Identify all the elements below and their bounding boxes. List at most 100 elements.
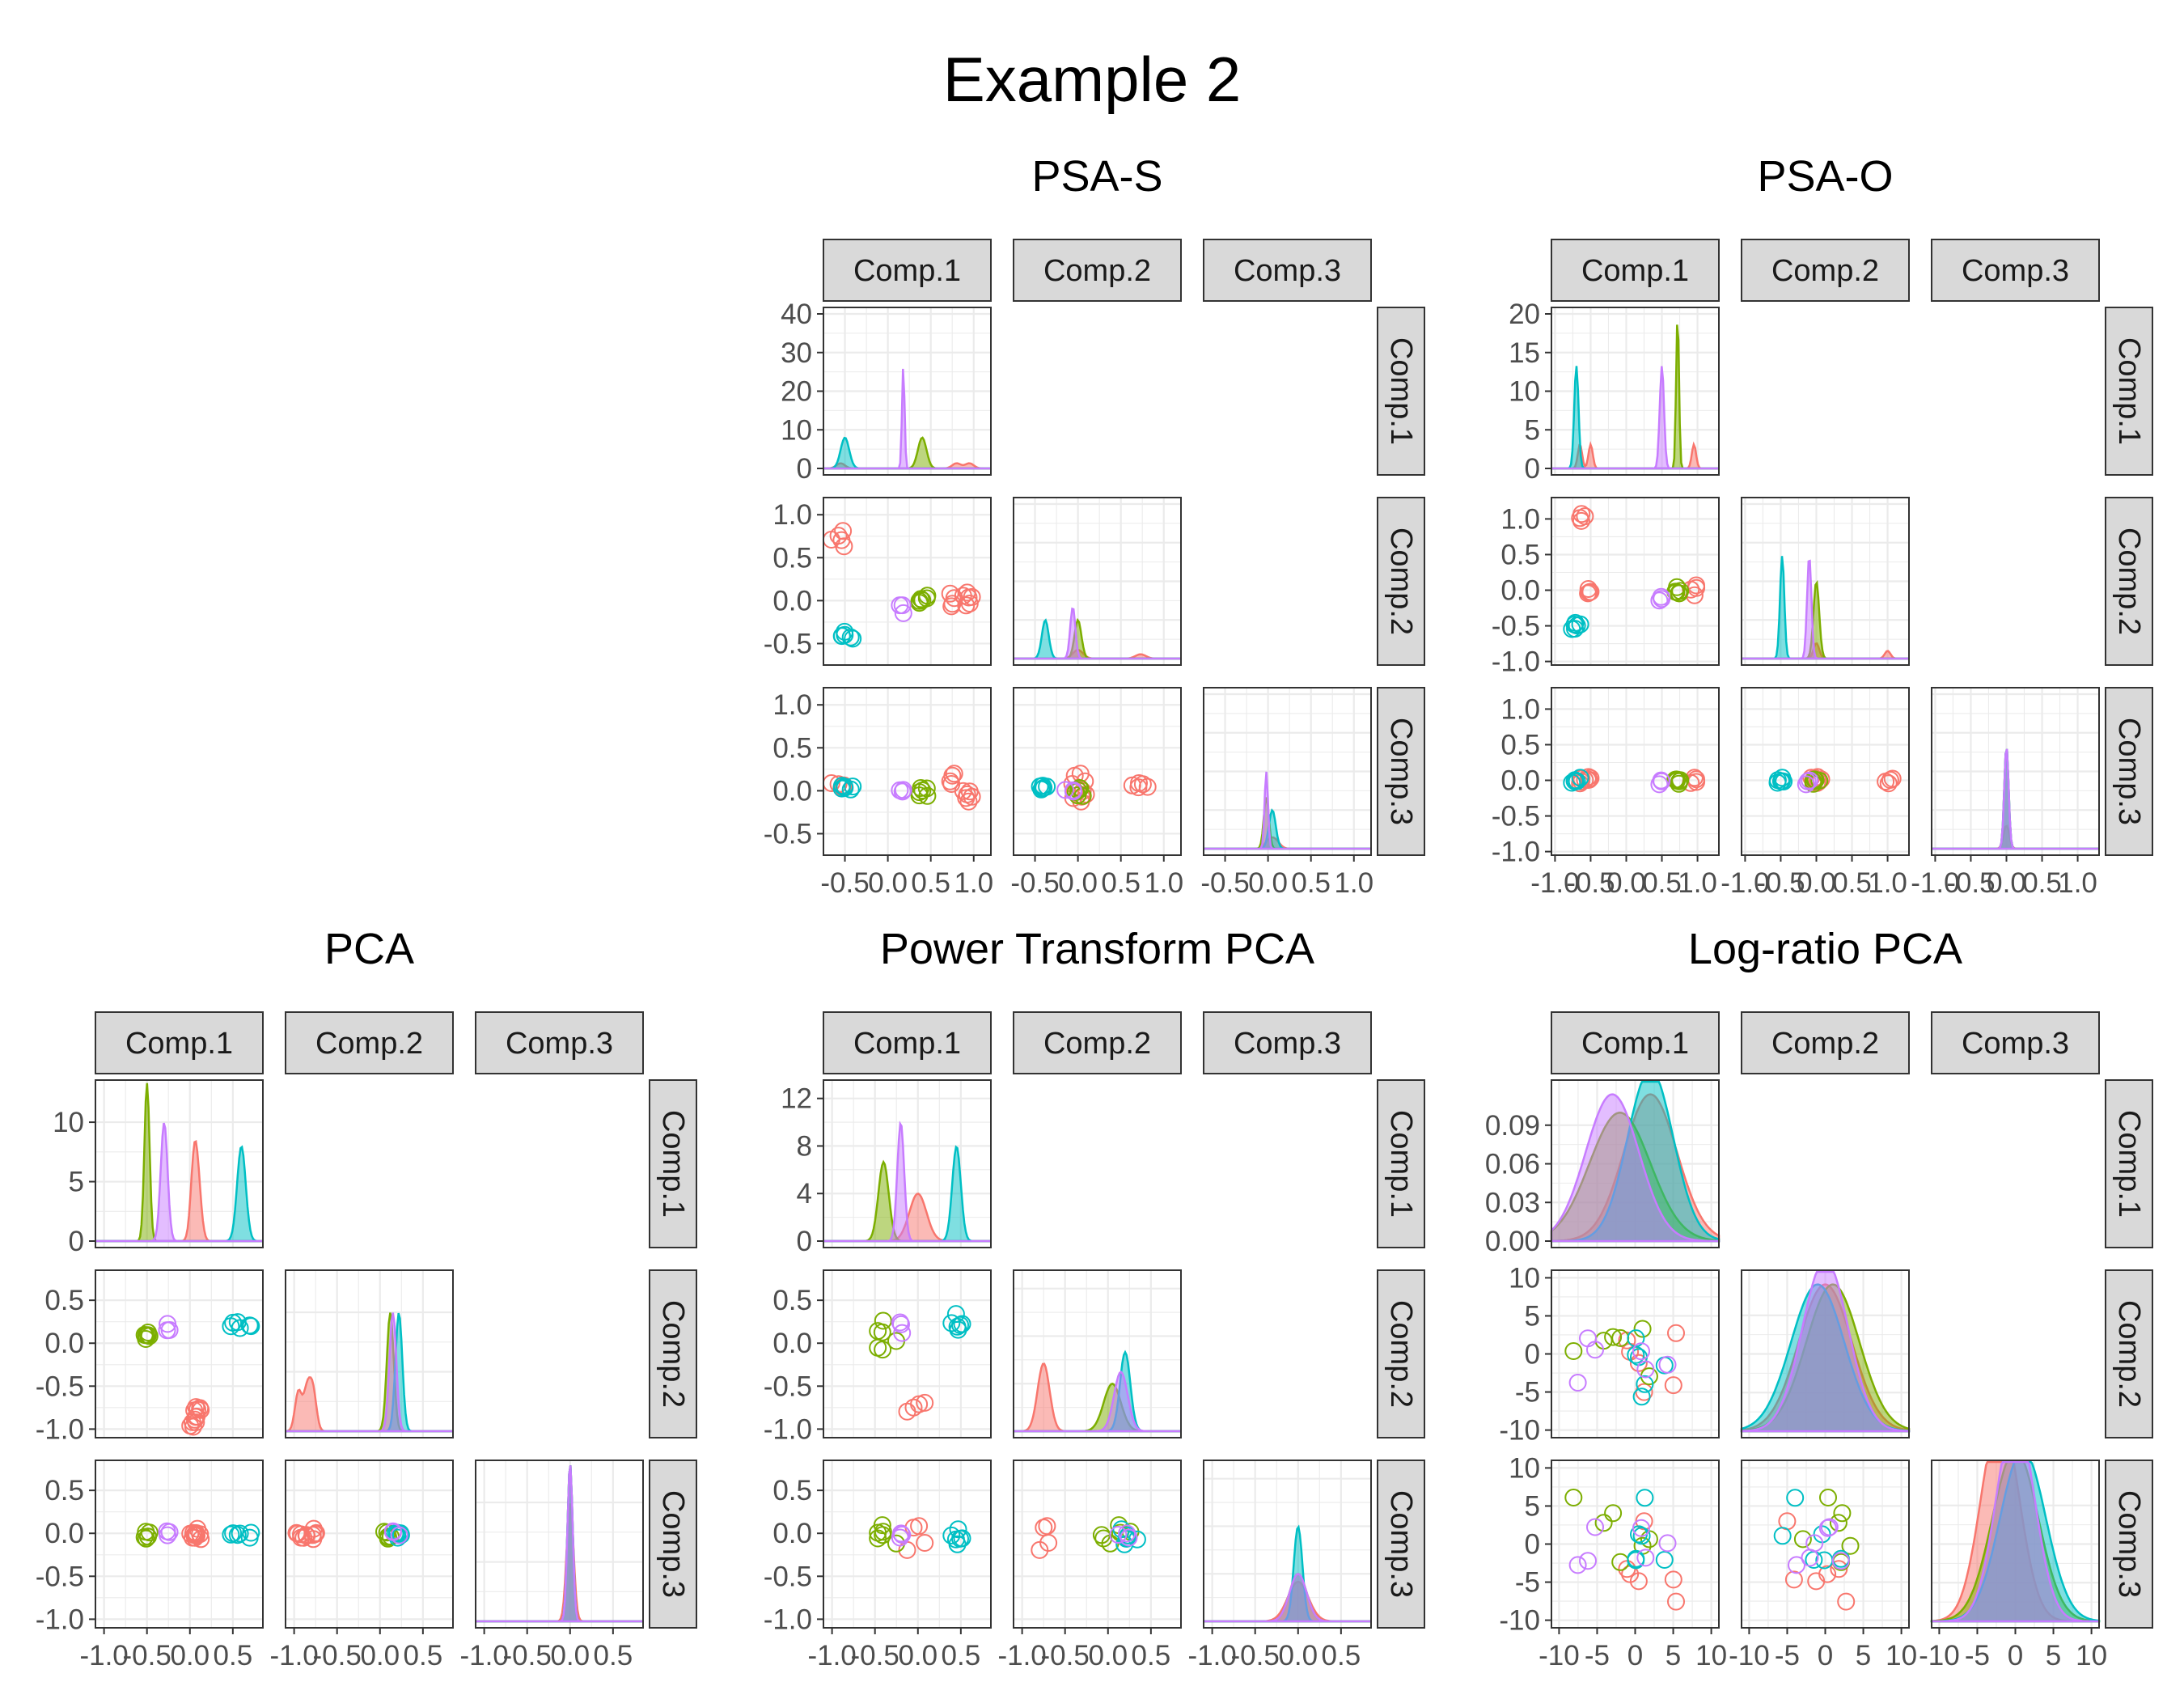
row-strip-label: Comp.2 [2112, 527, 2146, 635]
data-point [1768, 773, 1787, 792]
data-point [1658, 1534, 1677, 1553]
y-tick-label: -10 [1499, 1605, 1540, 1637]
data-point [1841, 1536, 1860, 1555]
row-strip [2105, 1460, 2153, 1629]
density-panel: 0 4 8 12 [781, 1079, 992, 1257]
x-tick-label: 0.5 [1101, 867, 1141, 899]
data-point [1568, 1556, 1587, 1574]
panel-border [475, 1460, 644, 1629]
data-point [1572, 511, 1590, 530]
density-curve [1932, 1460, 2099, 1623]
data-point [1773, 1527, 1792, 1545]
data-point [916, 1534, 934, 1552]
density-panel: 0 5 10 [53, 1079, 264, 1257]
y-tick-label: 0.5 [44, 1285, 84, 1316]
y-tick-label: 0.5 [1500, 539, 1540, 570]
data-point [1671, 771, 1690, 790]
row-strip-label: Comp.3 [1384, 718, 1418, 825]
data-point [1818, 1565, 1837, 1583]
data-point [874, 1341, 892, 1359]
panel-border [1203, 1460, 1372, 1629]
x-tick-label: 0.5 [1832, 867, 1872, 899]
x-tick-label: 5 [1856, 1640, 1871, 1671]
y-tick-label: 0 [797, 1226, 812, 1257]
density-panel: -0.50.0 0.5 1.0 [1200, 687, 1373, 899]
column-strip-label: Comp.2 [1771, 254, 1879, 288]
y-tick-label: 10 [781, 414, 812, 446]
x-tick-label: -5 [1775, 1640, 1800, 1671]
x-tick-label: -1.0 [269, 1640, 318, 1671]
matrix-title: Power Transform PCA [880, 925, 1314, 973]
data-point [1819, 1489, 1837, 1506]
data-point [887, 1534, 905, 1553]
data-point [140, 1523, 159, 1542]
scatter-panel: -10 -5 0 5 10 [1499, 1262, 1720, 1447]
y-tick-label: 0 [1525, 453, 1540, 485]
x-tick-label: -1.0 [79, 1640, 128, 1671]
data-point [1109, 1526, 1128, 1544]
data-point [1629, 1354, 1648, 1372]
x-tick-label: 0.5 [214, 1640, 253, 1671]
density-panel [1740, 1269, 1911, 1438]
data-point [1667, 1592, 1685, 1611]
data-point [1805, 770, 1824, 789]
density-panel: 0 5 10 15 20 [1509, 299, 1720, 485]
data-point [1563, 773, 1581, 792]
density-panel: -1.0-0.50.0 0.5 [1187, 1460, 1372, 1671]
density-curve [1932, 748, 2099, 850]
scatter-panel: -0.50.00.51.0-0.50.0 0.5 1.0 [764, 687, 993, 899]
data-point [833, 626, 851, 645]
figure-title: Example 2 [943, 44, 1242, 115]
density-curve [476, 1465, 643, 1623]
row-strip [1377, 687, 1425, 856]
data-point [869, 1529, 887, 1548]
data-point [1636, 1360, 1655, 1379]
y-tick-label: -1.0 [36, 1604, 84, 1635]
y-tick-label: 10 [1509, 376, 1540, 408]
row-strip-label: Comp.1 [1384, 1110, 1418, 1218]
column-strip [1551, 239, 1720, 302]
row-strip [1377, 1460, 1425, 1629]
density-panel: -1.0-0.50.00.51.0 [1911, 687, 2100, 899]
x-tick-label: 0.5 [942, 1640, 981, 1671]
data-point [1833, 1504, 1852, 1523]
y-tick-label: 0.5 [44, 1475, 84, 1506]
x-tick-label: 10 [2076, 1640, 2107, 1671]
column-strip-label: Comp.1 [125, 1027, 233, 1061]
y-tick-label: 0 [797, 453, 812, 485]
scatter-panel: -1.0-0.50.00.51.0-1.0-0.50.00.51.0 [1492, 687, 1720, 899]
data-point [912, 779, 930, 797]
x-tick-label: -10 [1919, 1640, 1960, 1671]
data-point [1581, 583, 1600, 601]
scatter-panel: -1.0 -0.5 0.0 0.5 [36, 1269, 264, 1445]
density-panel: 0 10 20 30 40 [781, 299, 992, 485]
density-panel [1013, 1269, 1182, 1438]
column-strip-label: Comp.2 [1043, 1027, 1151, 1061]
data-point [953, 1529, 971, 1548]
x-tick-label: 0.5 [1322, 1640, 1361, 1671]
data-point [158, 1321, 176, 1340]
panel-border [1013, 1460, 1182, 1629]
row-strip [2105, 497, 2153, 666]
y-tick-label: 10 [53, 1107, 84, 1138]
y-tick-label: 0.5 [1500, 729, 1540, 761]
row-strip-label: Comp.2 [2112, 1300, 2146, 1408]
data-point [957, 596, 976, 615]
x-tick-label: -0.5 [313, 1640, 362, 1671]
y-tick-label: -0.5 [36, 1561, 84, 1592]
data-point [1801, 771, 1819, 790]
data-point [1632, 1388, 1651, 1406]
x-tick-label: -1.0 [1187, 1640, 1236, 1671]
scatter-panel: -0.5 0.0 0.5 1.0 [764, 497, 992, 666]
panel-border [823, 1269, 992, 1438]
data-point [953, 1315, 971, 1333]
y-tick-label: 1.0 [1500, 693, 1540, 725]
data-point [1650, 591, 1669, 610]
data-point [240, 1316, 259, 1335]
data-point [844, 777, 862, 796]
x-tick-label: 0.0 [360, 1640, 400, 1671]
column-strip [823, 1011, 992, 1074]
x-tick-label: -0.5 [1946, 867, 1995, 899]
data-point [959, 792, 978, 811]
x-tick-label: -1.0 [1530, 867, 1579, 899]
